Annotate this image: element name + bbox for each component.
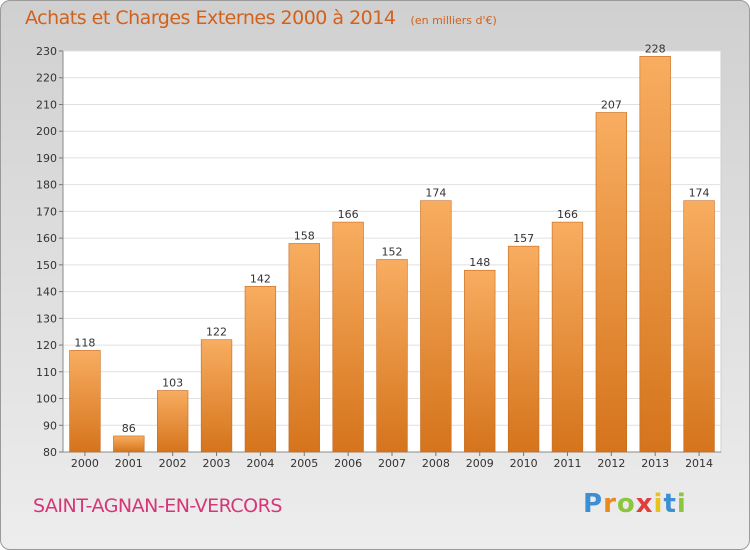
bar xyxy=(595,112,627,453)
logo-letter: i xyxy=(676,489,687,519)
y-tick-label: 150 xyxy=(36,259,57,272)
y-tick-label: 120 xyxy=(36,339,57,352)
y-tick-label: 110 xyxy=(36,366,57,379)
logo-letter: t xyxy=(663,489,677,519)
y-tick-label: 100 xyxy=(36,393,57,406)
data-label: 122 xyxy=(206,326,227,339)
data-label: 174 xyxy=(689,187,710,200)
data-label: 166 xyxy=(338,208,359,221)
bar xyxy=(683,200,715,453)
x-tick-label: 2014 xyxy=(685,457,713,470)
y-tick-label: 80 xyxy=(43,446,57,459)
data-label: 158 xyxy=(294,229,315,242)
data-label: 142 xyxy=(250,272,271,285)
data-label: 166 xyxy=(557,208,578,221)
x-tick-label: 2010 xyxy=(510,457,538,470)
chart-title: Achats et Charges Externes 2000 à 2014 xyxy=(25,7,396,29)
x-tick-label: 2012 xyxy=(597,457,625,470)
data-label: 174 xyxy=(425,187,446,200)
logo-letter: i xyxy=(653,489,664,519)
x-tick-label: 2008 xyxy=(422,457,450,470)
y-tick-label: 190 xyxy=(36,152,57,165)
y-tick-label: 230 xyxy=(36,45,57,58)
x-tick-label: 2009 xyxy=(466,457,494,470)
data-label: 103 xyxy=(162,377,183,390)
data-label: 152 xyxy=(382,246,403,259)
y-tick-label: 170 xyxy=(36,205,57,218)
data-label: 157 xyxy=(513,232,534,245)
x-tick-label: 2007 xyxy=(378,457,406,470)
y-tick-label: 140 xyxy=(36,286,57,299)
bar xyxy=(69,350,101,453)
x-tick-label: 2002 xyxy=(159,457,187,470)
x-tick-label: 2013 xyxy=(641,457,669,470)
bar xyxy=(507,245,540,453)
data-label: 148 xyxy=(469,256,490,269)
x-tick-label: 2000 xyxy=(71,457,99,470)
logo-letter: P xyxy=(583,489,604,519)
x-tick-label: 2004 xyxy=(246,457,274,470)
bar xyxy=(420,200,452,453)
proxiti-logo: Proxiti xyxy=(583,489,687,519)
x-tick-label: 2011 xyxy=(553,457,581,470)
data-label: 86 xyxy=(122,422,136,435)
bar xyxy=(288,243,320,453)
bar xyxy=(464,269,496,453)
chart-unit: (en milliers d'€) xyxy=(410,14,497,27)
logo-letter: r xyxy=(603,489,617,519)
bar xyxy=(376,259,408,453)
x-tick-label: 2003 xyxy=(203,457,231,470)
y-tick-label: 200 xyxy=(36,125,57,138)
data-label: 228 xyxy=(645,42,666,55)
bar xyxy=(332,221,364,453)
y-tick-label: 220 xyxy=(36,72,57,85)
bar xyxy=(639,56,671,453)
logo-letter: o xyxy=(616,489,636,519)
y-tick-label: 130 xyxy=(36,312,57,325)
bar xyxy=(113,435,145,453)
logo-letter: x xyxy=(635,489,654,519)
y-tick-label: 180 xyxy=(36,179,57,192)
data-label: 207 xyxy=(601,98,622,111)
x-tick-label: 2006 xyxy=(334,457,362,470)
x-tick-label: 2001 xyxy=(115,457,143,470)
commune-name: SAINT-AGNAN-EN-VERCORS xyxy=(33,495,282,517)
y-tick-label: 90 xyxy=(43,419,57,432)
bar xyxy=(244,285,277,453)
x-tick-label: 2005 xyxy=(290,457,318,470)
data-label: 118 xyxy=(74,336,95,349)
bar xyxy=(551,221,584,453)
bar xyxy=(157,390,189,453)
bar xyxy=(200,339,233,453)
y-tick-label: 210 xyxy=(36,98,57,111)
title-row: Achats et Charges Externes 2000 à 2014 (… xyxy=(25,7,497,29)
y-tick-label: 160 xyxy=(36,232,57,245)
